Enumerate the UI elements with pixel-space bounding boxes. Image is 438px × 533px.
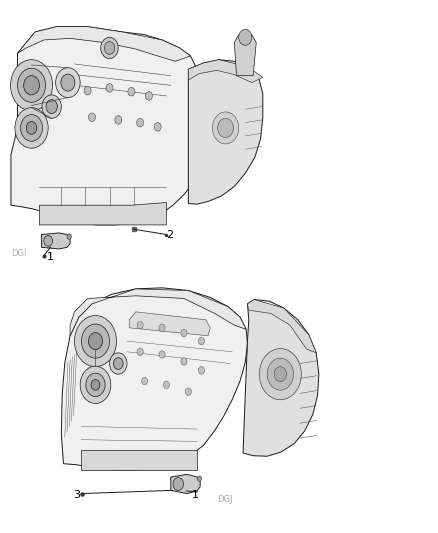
Polygon shape [42,233,70,249]
Circle shape [26,122,37,134]
Text: 3: 3 [73,490,80,499]
Polygon shape [18,27,191,61]
Circle shape [198,367,205,374]
Circle shape [128,87,135,96]
Circle shape [104,42,115,54]
Circle shape [81,324,110,358]
Circle shape [11,60,53,111]
Circle shape [24,76,39,95]
Circle shape [80,366,111,403]
Circle shape [141,377,148,385]
Circle shape [106,84,113,92]
Circle shape [84,86,91,95]
Polygon shape [234,35,256,76]
Circle shape [181,358,187,365]
Polygon shape [11,27,208,225]
Polygon shape [247,300,316,353]
Circle shape [185,388,191,395]
Polygon shape [70,289,246,336]
Circle shape [88,333,102,350]
Circle shape [88,113,95,122]
Circle shape [267,358,293,390]
Circle shape [197,476,201,481]
Circle shape [110,353,127,374]
Circle shape [274,367,286,382]
Polygon shape [81,450,197,470]
Text: 1: 1 [47,252,54,262]
Circle shape [42,95,61,118]
Circle shape [212,112,239,144]
Polygon shape [188,60,263,83]
Circle shape [218,118,233,138]
Circle shape [44,236,53,246]
Circle shape [137,348,143,356]
Text: DGJ: DGJ [217,496,232,504]
Circle shape [46,100,57,114]
Circle shape [15,108,48,148]
Circle shape [67,234,71,239]
Circle shape [173,478,184,490]
Circle shape [154,123,161,131]
Polygon shape [243,300,319,456]
Circle shape [159,351,165,358]
Circle shape [137,118,144,127]
Circle shape [113,358,123,369]
Circle shape [61,74,75,91]
Text: DGI: DGI [11,249,26,257]
Circle shape [259,349,301,400]
Circle shape [86,373,105,397]
Circle shape [74,316,117,367]
Circle shape [145,92,152,100]
Polygon shape [171,474,200,494]
Polygon shape [39,203,166,225]
Polygon shape [188,60,263,204]
Circle shape [137,321,143,329]
Text: 1: 1 [191,490,198,499]
Circle shape [181,329,187,337]
Polygon shape [61,288,247,470]
Circle shape [239,29,252,45]
Circle shape [115,116,122,124]
Polygon shape [129,312,210,336]
Circle shape [18,68,46,102]
Circle shape [163,381,170,389]
Circle shape [198,337,205,345]
Circle shape [21,115,42,141]
Text: 2: 2 [166,230,173,239]
Circle shape [91,379,100,390]
Circle shape [56,68,80,98]
Circle shape [159,324,165,332]
Circle shape [101,37,118,59]
